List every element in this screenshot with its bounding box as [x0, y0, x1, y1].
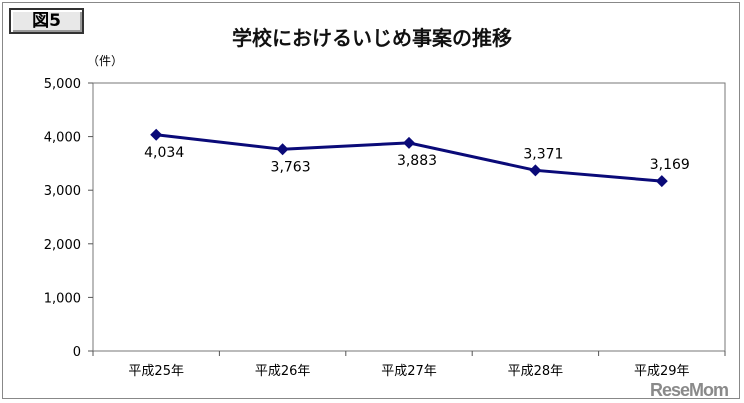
data-point-marker — [529, 164, 542, 177]
data-point-marker — [655, 175, 668, 188]
x-tick-label: 平成29年 — [634, 364, 690, 379]
y-tick-label: 4,000 — [44, 131, 81, 146]
data-label: 3,371 — [523, 146, 563, 162]
y-tick-label: 3,000 — [44, 184, 81, 199]
x-tick-label: 平成27年 — [381, 364, 437, 379]
figure-label: 図5 — [9, 8, 84, 34]
data-label: 3,763 — [271, 159, 311, 175]
data-label: 3,169 — [650, 157, 690, 173]
data-point-marker — [276, 143, 289, 156]
chart-frame — [2, 2, 740, 399]
y-axis-unit: （件） — [87, 54, 124, 68]
data-label: 4,034 — [144, 145, 184, 161]
x-tick-label: 平成25年 — [128, 364, 184, 379]
data-point-marker — [403, 136, 415, 149]
y-tick-label: 1,000 — [44, 291, 81, 306]
plot-area — [92, 82, 726, 352]
watermark-logo: ReseMom — [650, 380, 729, 400]
y-tick-label: 0 — [73, 345, 81, 360]
data-label: 3,883 — [397, 153, 437, 169]
y-tick-label: 2,000 — [44, 238, 81, 253]
chart-title: 学校におけるいじめ事案の推移 — [232, 26, 512, 50]
x-tick-label: 平成28年 — [508, 364, 564, 379]
data-point-marker — [150, 128, 163, 141]
x-tick-label: 平成26年 — [255, 364, 311, 379]
y-tick-label: 5,000 — [44, 77, 81, 92]
